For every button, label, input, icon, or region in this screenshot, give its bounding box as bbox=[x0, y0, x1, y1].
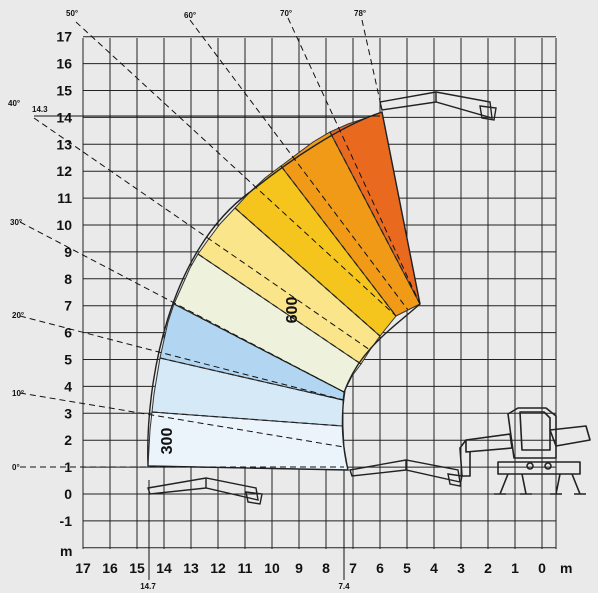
ground-reach-label: 7.4 bbox=[338, 582, 350, 591]
x-axis-unit: m bbox=[560, 560, 572, 576]
y-tick-label: 12 bbox=[56, 163, 72, 179]
x-tick-label: 7 bbox=[349, 560, 357, 576]
x-tick-label: 1 bbox=[511, 560, 519, 576]
angle-guide-line bbox=[33, 117, 371, 351]
zone-separator bbox=[173, 303, 345, 393]
y-tick-label: -1 bbox=[60, 513, 73, 529]
x-tick-label: 2 bbox=[484, 560, 492, 576]
x-tick-label: 15 bbox=[129, 560, 145, 576]
reference-lines bbox=[34, 115, 380, 580]
y-tick-label: 14 bbox=[56, 109, 72, 125]
angle-guide-line bbox=[19, 392, 345, 448]
angle-guide-line bbox=[19, 315, 345, 401]
y-axis-unit: m bbox=[60, 543, 72, 559]
y-tick-label: 10 bbox=[56, 217, 72, 233]
y-tick-label: 1 bbox=[64, 459, 72, 475]
zone-separator bbox=[234, 207, 381, 337]
envelope-outline bbox=[147, 111, 421, 471]
y-tick-label: 9 bbox=[64, 244, 72, 260]
x-tick-label: 3 bbox=[457, 560, 465, 576]
load-zones bbox=[147, 111, 421, 471]
x-tick-label: 13 bbox=[183, 560, 199, 576]
y-tick-label: 15 bbox=[56, 83, 72, 99]
angle-label: 20° bbox=[12, 311, 24, 320]
angle-label: 70° bbox=[280, 9, 292, 18]
x-tick-label: 17 bbox=[75, 560, 91, 576]
boom-sketch-bottom bbox=[147, 477, 263, 505]
angle-label: 78° bbox=[354, 9, 366, 18]
zone-separator bbox=[329, 131, 421, 305]
x-tick-label: 16 bbox=[102, 560, 118, 576]
y-tick-label: 17 bbox=[56, 29, 72, 45]
y-tick-label: 6 bbox=[64, 325, 72, 341]
max-height-label: 14.3 bbox=[32, 105, 48, 114]
zone-separator bbox=[197, 253, 362, 365]
angle-guide-line bbox=[75, 21, 397, 317]
x-tick-label: 10 bbox=[264, 560, 280, 576]
x-axis-labels: 17 16 15 14 13 12 11 10 9 8 7 6 5 4 3 2 1 0 bbox=[75, 560, 546, 576]
angle-guide-line bbox=[19, 221, 345, 393]
angle-label: 10° bbox=[12, 389, 24, 398]
telehandler-icon bbox=[459, 407, 591, 495]
x-tick-label: 8 bbox=[322, 560, 330, 576]
angle-label: 30° bbox=[10, 218, 22, 227]
angle-label: 60° bbox=[184, 11, 196, 20]
load-label-300: 300 bbox=[159, 428, 176, 455]
y-tick-label: 7 bbox=[64, 298, 72, 314]
angle-guide-line bbox=[287, 17, 421, 305]
y-tick-label: 0 bbox=[64, 486, 72, 502]
zone-separator bbox=[280, 165, 397, 317]
y-tick-label: 4 bbox=[64, 378, 72, 394]
x-tick-label: 12 bbox=[210, 560, 226, 576]
x-tick-label: 9 bbox=[295, 560, 303, 576]
y-tick-label: 2 bbox=[64, 432, 72, 448]
zone-separator bbox=[151, 411, 344, 427]
y-tick-label: 13 bbox=[56, 136, 72, 152]
boom-sketch-ground bbox=[349, 459, 463, 487]
angle-label: 0° bbox=[12, 463, 20, 472]
y-tick-label: 5 bbox=[64, 352, 72, 368]
y-tick-label: 16 bbox=[56, 56, 72, 72]
x-tick-label: 0 bbox=[538, 560, 546, 576]
angle-guide-line bbox=[361, 19, 383, 111]
max-reach-label: 14.7 bbox=[140, 582, 156, 591]
y-tick-label: 11 bbox=[57, 190, 72, 206]
y-tick-label: 3 bbox=[64, 405, 72, 421]
x-tick-label: 4 bbox=[430, 560, 438, 576]
angle-guides bbox=[19, 17, 421, 468]
angle-label: 50° bbox=[66, 9, 78, 18]
y-tick-label: 8 bbox=[64, 271, 72, 287]
angle-label: 40° bbox=[8, 99, 20, 108]
load-label-600: 600 bbox=[284, 297, 301, 324]
zone-separator bbox=[159, 357, 344, 401]
x-tick-label: 5 bbox=[403, 560, 411, 576]
angle-labels: 0° 10° 20° 30° 40° 50° 60° 70° 78° bbox=[8, 9, 366, 472]
angle-guide-line bbox=[189, 19, 409, 311]
boom-sketch-top bbox=[379, 91, 497, 121]
x-tick-label: 11 bbox=[238, 560, 253, 576]
x-tick-label: 6 bbox=[376, 560, 384, 576]
x-tick-label: 14 bbox=[156, 560, 172, 576]
